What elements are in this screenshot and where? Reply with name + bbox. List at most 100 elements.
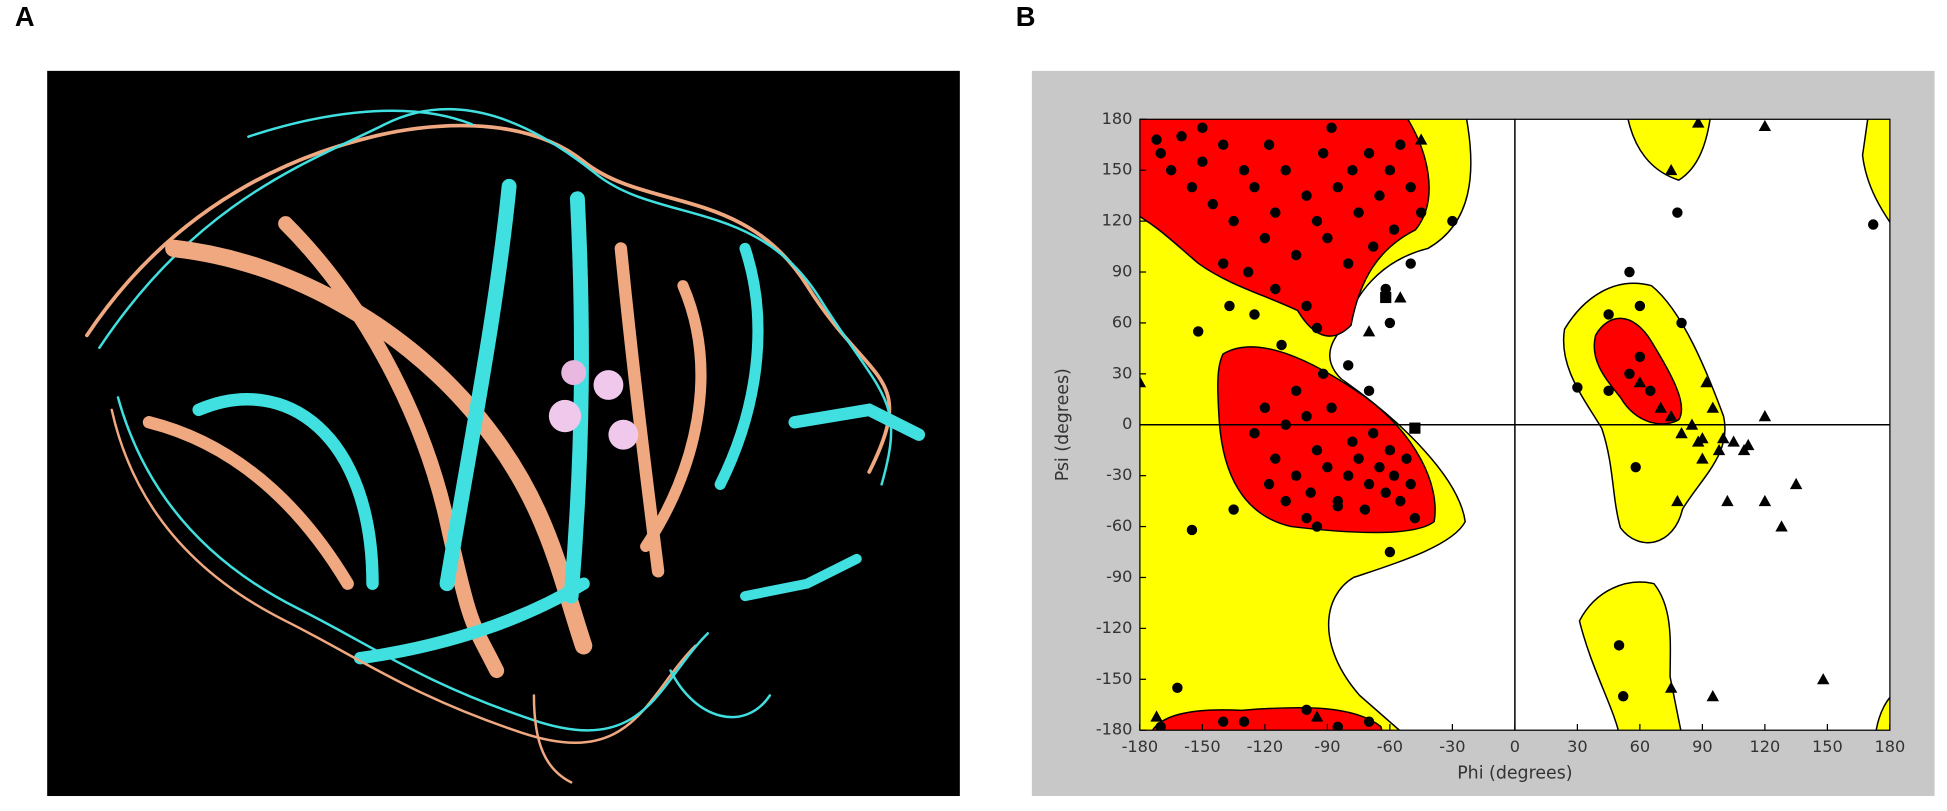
point [1359,504,1371,515]
x-tick-label: 180 [1874,737,1905,756]
point [1218,139,1229,150]
point [1301,190,1312,201]
point [1409,512,1421,524]
x-tick-label: -180 [1122,737,1159,756]
point [1176,131,1187,142]
panel-label: A [15,1,35,32]
point [1197,156,1208,167]
y-tick-label: 150 [1102,160,1133,179]
point [1618,691,1629,702]
point [1363,716,1375,727]
point [1789,477,1803,490]
point [1624,266,1635,278]
point [1603,309,1614,320]
y-tick-label: -120 [1096,618,1133,637]
point [1380,291,1392,304]
y-tick-label: 90 [1112,262,1133,281]
x-tick-label: 30 [1567,737,1588,756]
point [1363,478,1375,490]
protein-structure [47,70,960,797]
point [1155,721,1166,731]
point [1395,139,1406,150]
point [1384,317,1396,329]
point [1388,470,1400,481]
point [1155,148,1166,159]
point [1263,139,1275,150]
point [1243,266,1254,278]
point [1332,500,1344,512]
point [1717,432,1730,444]
point [1270,207,1281,218]
y-tick-label: 30 [1112,363,1133,382]
point [1664,681,1678,693]
point [1775,520,1788,532]
point [1301,300,1312,312]
y-tick-label: -60 [1106,516,1132,535]
point [1207,198,1219,210]
point [1721,494,1734,507]
point [1322,232,1333,244]
point [1347,436,1358,447]
point [1368,241,1379,252]
y-tick-label: 120 [1102,211,1133,230]
point [1405,478,1416,490]
point [1664,410,1678,422]
point [1326,122,1337,133]
point [1692,119,1705,128]
point [1613,640,1625,651]
point [1249,309,1260,320]
point [1672,207,1683,218]
y-tick-label: -30 [1106,465,1132,484]
point [1150,710,1163,722]
point [1414,133,1428,145]
panel-label: B [1016,1,1036,32]
point [1311,521,1323,532]
point [1249,181,1260,193]
point [1700,376,1713,388]
point [1405,258,1416,269]
point [1817,673,1830,685]
point [1280,164,1291,176]
point [1343,470,1354,481]
point [1696,432,1709,444]
x-tick-label: 60 [1630,737,1651,756]
x-tick-label: -150 [1184,737,1221,756]
point [1654,401,1667,413]
point [1394,291,1407,303]
point [1374,461,1385,473]
point [1867,219,1879,230]
point [1270,453,1281,464]
point [1353,453,1364,464]
point [1363,148,1375,159]
point [1712,443,1726,456]
point [1151,134,1162,145]
point [1706,401,1720,413]
point [1311,444,1323,456]
point [1415,207,1427,218]
y-tick-label: 60 [1112,312,1133,331]
point [1758,494,1772,507]
point [1311,322,1323,334]
point [1380,487,1391,498]
point [1193,326,1204,337]
x-tick-label: -120 [1247,737,1284,756]
point [1301,704,1312,716]
point [1706,690,1720,702]
y-tick-label: -180 [1096,720,1133,739]
point [1318,148,1329,159]
point [1624,368,1635,380]
point [1332,721,1344,731]
point [1290,249,1302,261]
point [1301,512,1312,524]
point [1186,524,1198,536]
point [1634,351,1646,363]
point [1675,427,1688,439]
point [1384,546,1396,558]
point [1172,682,1183,693]
point [1249,428,1260,439]
point [1630,461,1641,473]
y-axis-label: Psi (degrees) [1053,368,1073,481]
point [1139,376,1147,388]
point [1165,164,1177,176]
x-tick-label: 90 [1692,737,1713,756]
